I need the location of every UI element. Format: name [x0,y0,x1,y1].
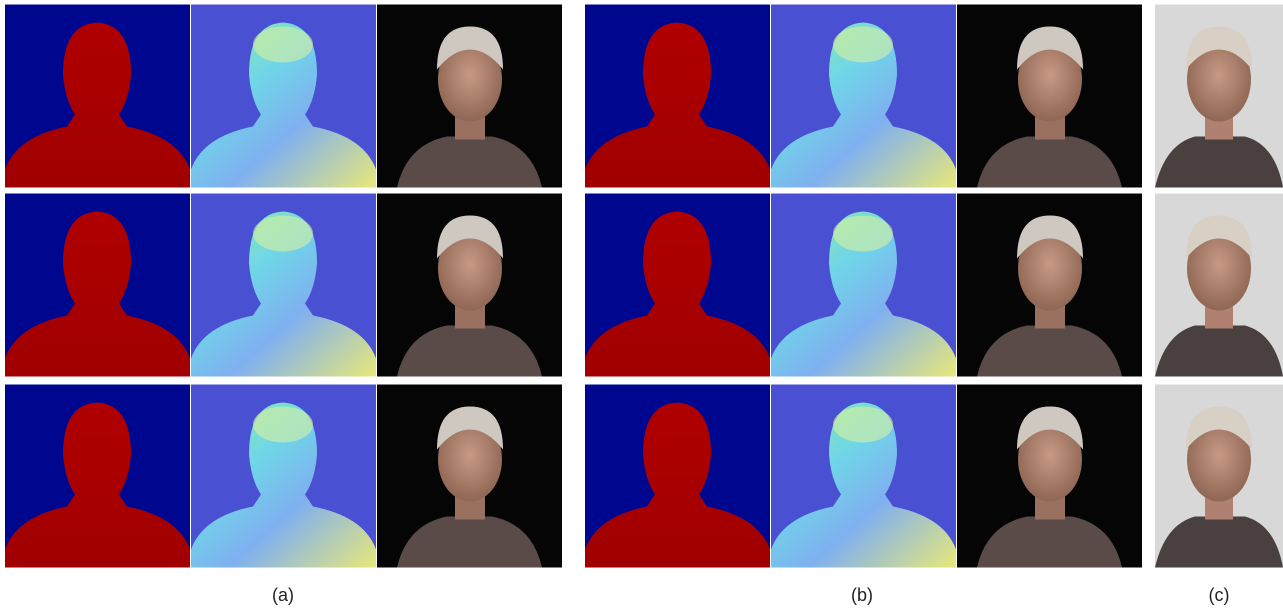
segmentation-image [5,5,190,188]
segmentation-image [585,385,770,568]
normal-image [771,385,956,568]
render-image [957,193,1142,377]
panel-label: (a) [272,585,294,605]
render-image [377,384,562,568]
render-image [377,4,562,188]
normal-image [191,385,376,568]
panel-label: (c) [1209,585,1230,605]
segmentation-image [585,194,770,377]
normal-image [771,194,956,377]
render-image [957,384,1142,568]
reference-image [1155,384,1283,568]
panel-label: (b) [851,585,873,605]
segmentation-image [585,5,770,188]
segmentation-image [5,385,190,568]
normal-image [191,194,376,377]
reference-image [1155,193,1283,377]
normal-image [191,5,376,188]
normal-image [771,5,956,188]
reference-image [1155,4,1283,188]
render-image [377,193,562,377]
segmentation-image [5,194,190,377]
render-image [957,4,1142,188]
